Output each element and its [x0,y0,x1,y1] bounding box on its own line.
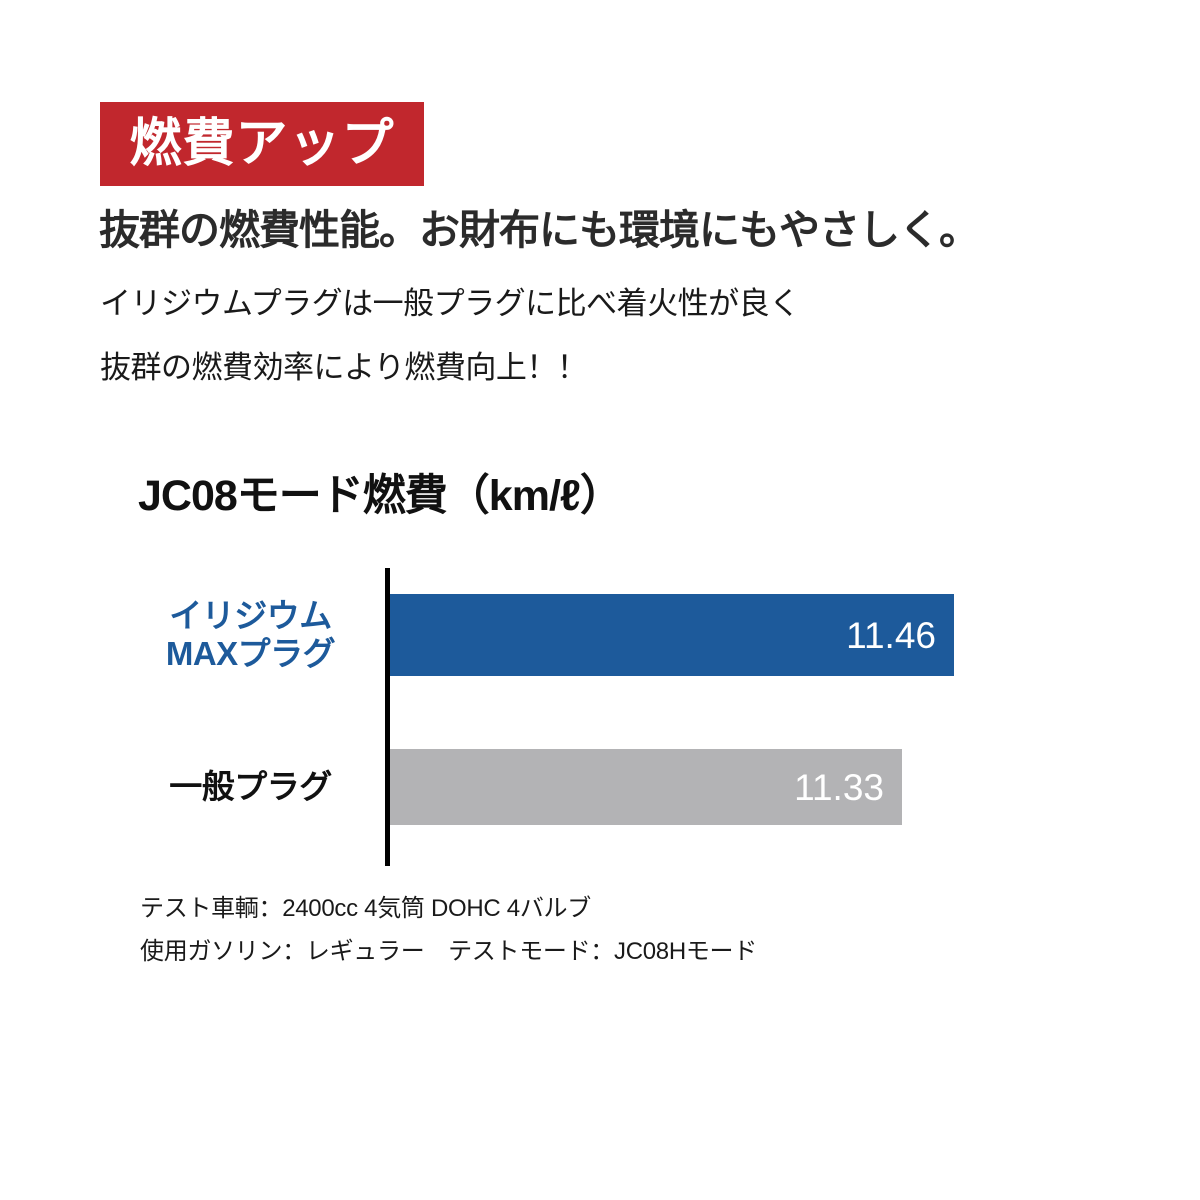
chart-axis-line [385,568,390,866]
banner-label: 燃費アップ [129,115,395,173]
chart-bar-track-normal: 11.33 [385,749,1098,825]
chart-bar-row-normal: 一般プラグ 11.33 [138,749,1098,825]
body-line-1: イリジウムプラグは一般プラグに比べ着火性が良く [100,286,800,321]
chart-category-label-iridium: イリジウム MAXプラグ [138,597,385,673]
body-copy: イリジウムプラグは一般プラグに比べ着火性が良く 抜群の燃費効率により燃費向上！！ [100,288,800,416]
chart-bar-value-iridium: 11.46 [846,614,936,656]
chart-bar-row-iridium: イリジウム MAXプラグ 11.46 [138,594,1098,676]
chart-bar-track-iridium: 11.46 [385,594,1098,676]
chart-bar-normal: 11.33 [390,749,902,825]
footnote-fuel-and-mode: 使用ガソリン：レギュラー テストモード：JC08Hモード [140,938,757,965]
chart-title: JC08モード燃費（km/ℓ） [138,472,623,520]
chart-footnotes: テスト車輌：2400cc 4気筒 DOHC 4バルブ 使用ガソリン：レギュラー … [140,897,757,983]
body-line-2: 抜群の燃費効率により燃費向上！！ [100,350,588,385]
chart-plot-area: イリジウム MAXプラグ 11.46 一般プラグ 11.33 [138,568,1098,873]
chart-bar-value-normal: 11.33 [794,766,884,808]
chart-bar-iridium: 11.46 [390,594,954,676]
chart-category-label-iridium-line1: イリジウム [169,597,332,635]
chart-category-label-normal: 一般プラグ [138,768,385,806]
fuel-economy-chart: JC08モード燃費（km/ℓ） イリジウム MAXプラグ 11.46 一般プラグ [138,475,1098,873]
footnote-test-vehicle: テスト車輌：2400cc 4気筒 DOHC 4バルブ [140,895,591,922]
chart-category-label-iridium-line2: MAXプラグ [165,635,336,672]
page-title: 抜群の燃費性能。お財布にも環境にもやさしく。 [99,207,980,253]
chart-category-label-normal-line1: 一般プラグ [169,768,332,806]
section-banner: 燃費アップ [100,102,424,186]
